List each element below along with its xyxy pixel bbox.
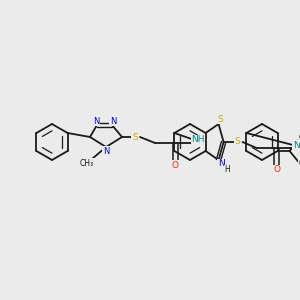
Text: S: S: [132, 133, 138, 142]
Text: CH₃: CH₃: [80, 158, 94, 167]
Text: O: O: [273, 166, 280, 175]
Text: S: S: [235, 137, 241, 146]
Text: N: N: [103, 146, 109, 155]
Text: N: N: [218, 160, 225, 169]
Text: N: N: [110, 116, 116, 125]
Text: CH₃: CH₃: [298, 134, 300, 142]
Text: NH: NH: [191, 136, 205, 145]
Text: N: N: [93, 116, 99, 125]
Text: CH₃: CH₃: [298, 160, 300, 169]
Text: O: O: [172, 160, 178, 169]
Text: NH: NH: [293, 140, 300, 149]
Text: H: H: [225, 166, 230, 175]
Text: S: S: [218, 115, 224, 124]
